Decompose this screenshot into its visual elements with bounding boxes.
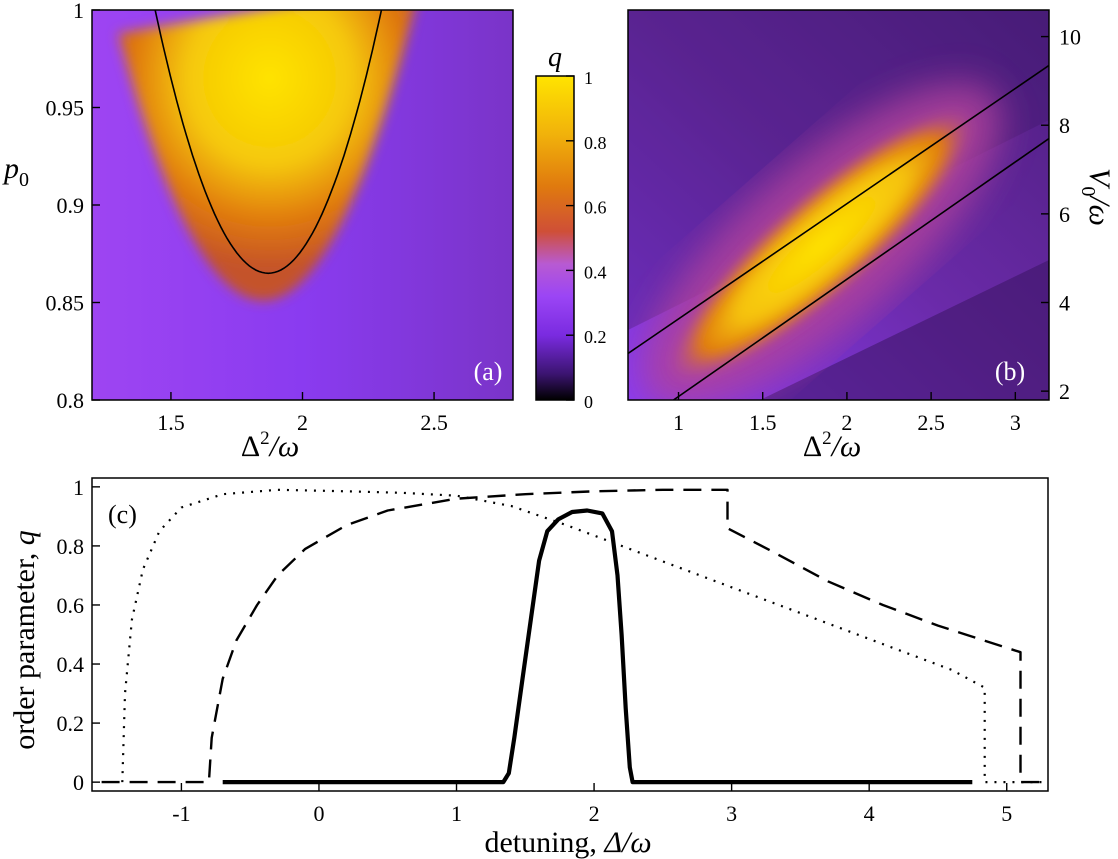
- x-tick-label: 5: [1001, 801, 1012, 826]
- panel-b-x-label: Δ2/ω: [803, 428, 861, 463]
- x-tick-label: 1.5: [157, 410, 185, 435]
- panel-b-x-ticks: 1 1.5 2 2.5 3: [673, 392, 1021, 435]
- panel-c-y-ticks: 0 0.2 0.4 0.6 0.8 1: [57, 475, 100, 795]
- panel-c-series: [101, 488, 1048, 785]
- y-tick-label: 0.6: [57, 593, 85, 618]
- series-dashed: [101, 488, 1048, 784]
- panel-b: 1 1.5 2 2.5 3 2 4 6 8 10 (b) Δ2/ω V0/ω: [627, 9, 1116, 463]
- x-tick-label: 1: [451, 801, 462, 826]
- x-tick-label: 1.5: [749, 410, 777, 435]
- y-tick-label: 0: [73, 770, 84, 795]
- x-tick-label: 2.5: [917, 410, 945, 435]
- colorbar: q 0 0.2 0.4 0.6 0.8 1: [535, 42, 607, 412]
- y-tick-label: 6: [1059, 202, 1070, 227]
- x-tick-label: 2.5: [420, 410, 448, 435]
- panel-a-y-ticks: 0.8 0.85 0.9 0.95 1: [46, 0, 100, 413]
- x-tick-label: 1: [673, 410, 684, 435]
- y-tick-label: 1: [584, 68, 593, 88]
- panel-b-y-ticks: 2 4 6 8 10: [1041, 25, 1081, 404]
- panel-c-x-ticks: -1 0 1 2 3 4 5: [172, 783, 1012, 826]
- panel-a: 1.5 2 2.5 0.8 0.85 0.9 0.95 1 (a) Δ2/ω p0: [2, 0, 514, 463]
- panel-a-label: (a): [474, 357, 503, 386]
- panel-b-label: (b): [995, 357, 1025, 386]
- y-tick-label: 10: [1059, 25, 1081, 50]
- panel-c: -1 0 1 2 3 4 5 0 0.2 0.4 0.6 0.8 1 (c) detuning, Δ/…: [8, 475, 1049, 859]
- y-tick-label: 0.2: [584, 327, 607, 347]
- panel-a-high-q-region: [118, 10, 414, 301]
- panel-a-x-ticks: 1.5 2 2.5: [157, 392, 448, 435]
- panel-a-boundary-curve: [154, 10, 383, 275]
- panel-b-y-label: V0/ω: [1077, 168, 1116, 226]
- panel-b-boundary-line-upper: [628, 64, 1049, 355]
- x-tick-label: 2: [297, 410, 308, 435]
- y-tick-label: 1: [73, 0, 84, 23]
- colorbar-gradient: [535, 75, 575, 401]
- y-tick-label: 0.8: [57, 534, 85, 559]
- y-tick-label: 0: [584, 392, 593, 412]
- panel-c-y-label: order parameter, q: [8, 530, 41, 750]
- colorbar-label: q: [548, 42, 562, 73]
- y-tick-label: 0.8: [584, 133, 607, 153]
- x-tick-label: 3: [726, 801, 737, 826]
- panel-c-label: (c): [108, 500, 137, 529]
- y-tick-label: 0.4: [584, 262, 607, 282]
- y-tick-label: 0.8: [57, 388, 85, 413]
- x-tick-label: 2: [589, 801, 600, 826]
- panel-b-frame: [627, 9, 1050, 401]
- y-tick-label: 4: [1059, 291, 1070, 316]
- panel-a-y-label: p0: [2, 152, 29, 191]
- panel-c-frame: [91, 477, 1049, 792]
- y-tick-label: 0.2: [57, 711, 85, 736]
- panel-c-x-label: detuning, Δ/ω: [484, 826, 651, 859]
- panel-b-lower-dark-region: [760, 260, 1049, 400]
- x-tick-label: -1: [172, 801, 190, 826]
- y-tick-label: 0.4: [57, 652, 85, 677]
- panel-b-high-q-band: [669, 109, 974, 381]
- y-tick-label: 2: [1059, 379, 1070, 404]
- x-tick-label: 4: [864, 801, 875, 826]
- panel-a-x-label: Δ2/ω: [241, 428, 299, 463]
- panel-b-boundary-line-lower: [673, 137, 1049, 400]
- y-tick-label: 0.6: [584, 198, 607, 218]
- y-tick-label: 8: [1059, 113, 1070, 138]
- series-dotted: [121, 488, 1048, 784]
- y-tick-label: 0.95: [46, 96, 85, 121]
- x-tick-label: 0: [313, 801, 324, 826]
- series-solid: [222, 508, 973, 785]
- x-tick-label: 2: [841, 410, 852, 435]
- colorbar-ticks: 0 0.2 0.4 0.6 0.8 1: [566, 68, 607, 412]
- y-tick-label: 1: [73, 475, 84, 500]
- x-tick-label: 3: [1010, 410, 1021, 435]
- y-tick-label: 0.85: [46, 291, 85, 316]
- y-tick-label: 0.9: [57, 193, 85, 218]
